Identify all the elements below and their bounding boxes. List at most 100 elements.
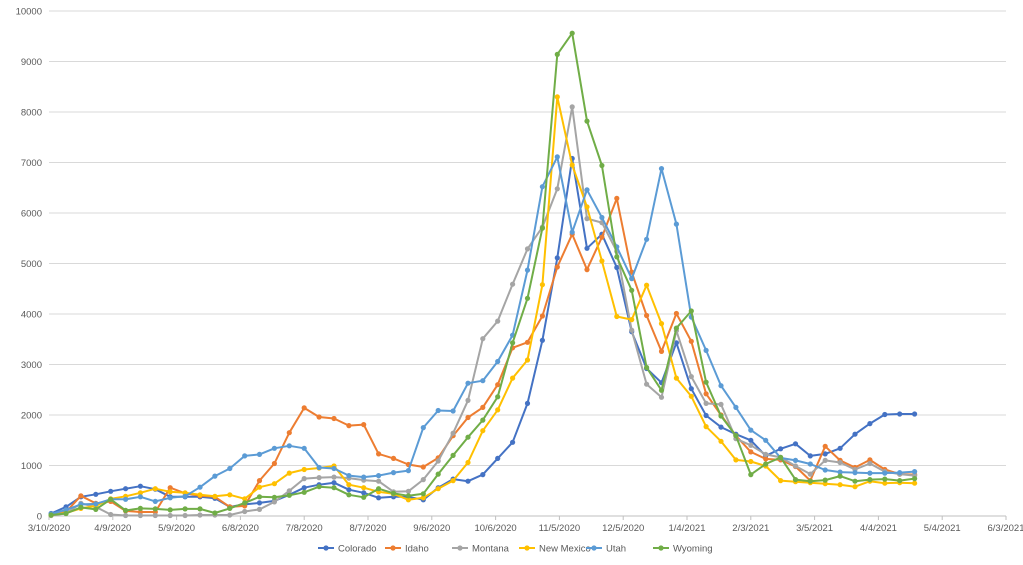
data-point [673,221,680,227]
data-point [242,508,248,515]
data-point [301,445,307,451]
data-point [346,423,352,429]
legend-label: Montana [472,544,510,555]
data-point [673,310,680,317]
data-point [465,434,471,440]
data-point [763,456,769,462]
data-point [495,407,501,413]
data-point [852,470,858,476]
data-point [882,411,888,418]
data-point [837,473,843,479]
data-point [450,430,456,436]
data-point [822,457,828,463]
data-point [778,478,784,484]
legend-item: New Mexico [519,544,591,555]
data-point [733,433,739,439]
data-point [137,483,143,489]
data-point [93,491,99,497]
legend-item: Idaho [385,544,429,555]
data-point [301,476,307,482]
x-tick-label: 4/9/2020 [94,523,131,534]
data-point [435,486,441,492]
data-point [763,461,769,467]
x-tick-label: 2/3/2021 [732,523,769,534]
data-point [658,348,665,354]
data-point [376,451,382,457]
data-point [256,478,263,484]
data-point [93,506,99,512]
data-point [361,490,367,496]
data-point [480,336,486,342]
data-point [301,489,307,495]
data-point [778,446,784,452]
data-point [718,424,724,430]
legend-marker [658,545,664,551]
data-point [167,512,173,519]
data-point [152,498,158,504]
legend-label: Idaho [405,544,429,555]
data-point [837,459,843,466]
data-point [301,485,307,491]
data-point [733,457,739,463]
data-point [227,512,233,518]
data-point [554,51,560,58]
data-point [703,424,709,430]
data-point [644,364,650,371]
data-point [852,478,858,484]
data-point [450,452,456,458]
data-point [197,492,203,498]
data-point [539,337,546,343]
data-point [301,405,307,411]
x-tick-label: 5/9/2020 [158,523,195,534]
data-point [658,321,665,327]
data-point [718,401,724,407]
data-point [614,264,620,271]
data-point [584,118,590,124]
data-point [361,474,367,480]
legend-label: New Mexico [539,544,591,555]
data-point [182,493,188,499]
data-point [718,438,724,444]
data-point [539,184,546,190]
data-point [658,166,665,172]
legend-item: Utah [586,544,626,555]
series-line [50,95,915,516]
data-point [912,469,918,475]
data-point [376,473,382,479]
data-point [242,496,248,502]
legend-marker [524,545,530,551]
data-point [495,394,501,400]
data-point [867,421,873,427]
data-point [316,475,322,481]
data-point [420,477,426,483]
data-point [822,481,828,487]
series-montana [48,104,918,519]
data-point [435,458,441,464]
data-point [822,467,828,473]
data-point [599,162,605,169]
data-point [792,441,799,447]
data-point [688,393,694,399]
data-point [822,443,828,449]
data-point [227,465,233,472]
x-tick-label: 11/5/2020 [539,523,581,534]
data-point [167,489,173,495]
data-point [480,417,486,423]
data-point [748,458,754,465]
legend-marker [591,545,597,551]
x-tick-label: 5/4/2021 [924,523,961,534]
data-point [718,383,724,389]
data-point [524,400,531,406]
data-point [480,428,486,434]
data-point [554,264,560,270]
data-point [256,500,263,506]
data-point [688,374,694,380]
data-point [599,258,605,264]
y-tick-label: 8000 [21,108,42,119]
data-point [569,30,575,36]
data-point [792,477,799,483]
data-point [361,494,367,500]
data-point [524,267,531,273]
data-point [242,500,248,506]
